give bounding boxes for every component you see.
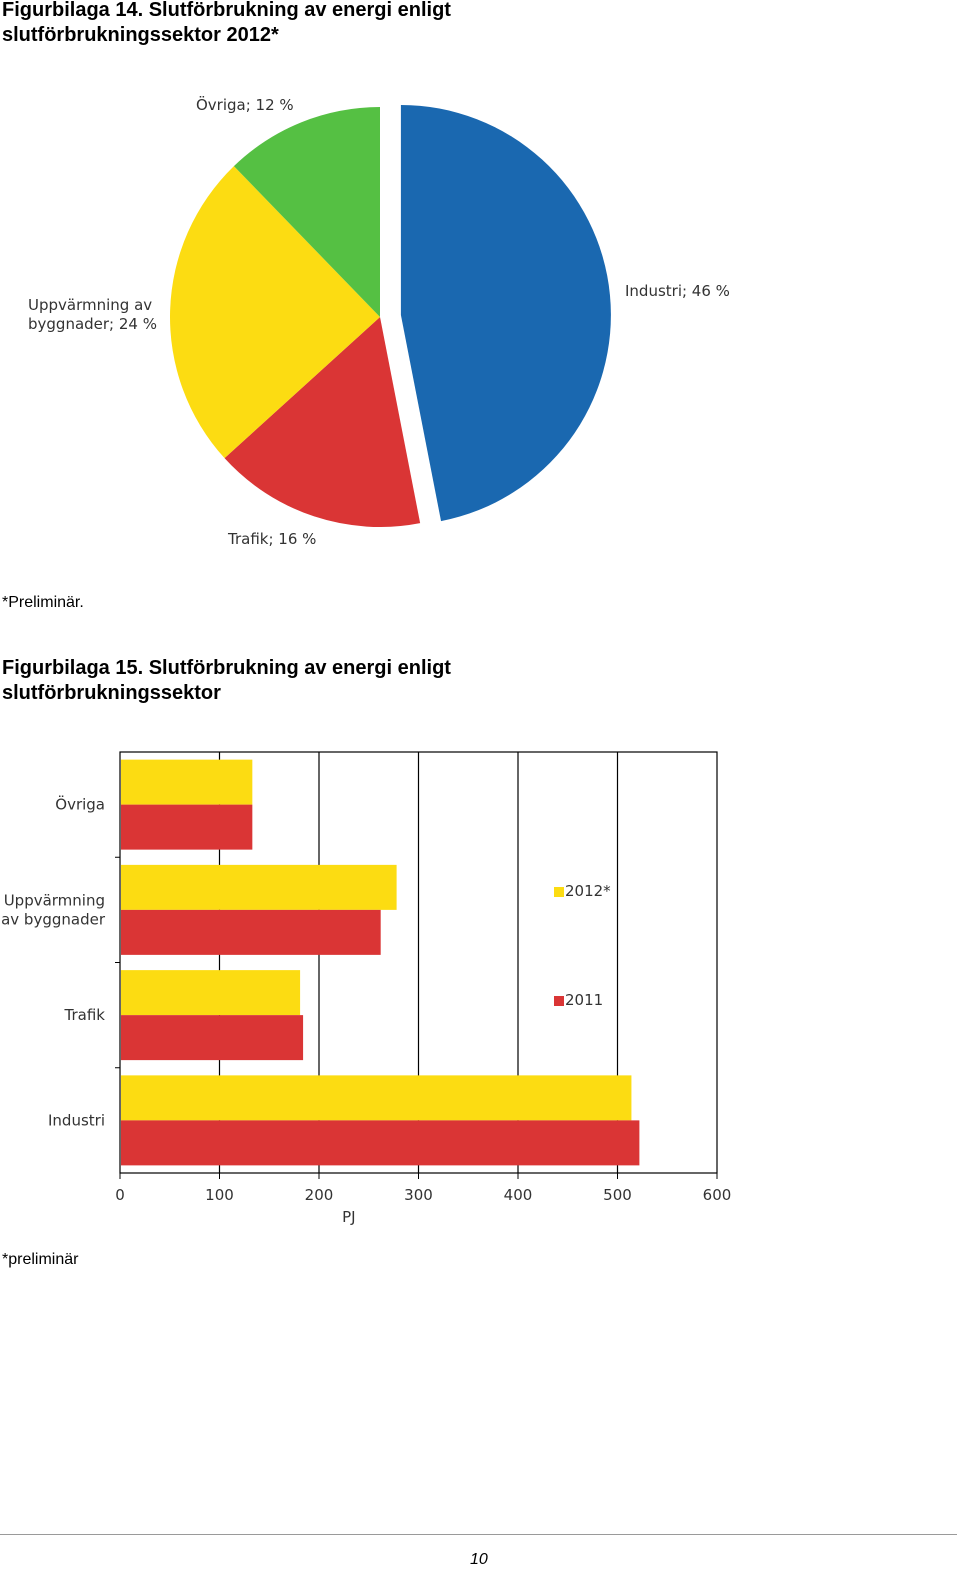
page-number: 10 — [470, 1551, 488, 1568]
legend-label-2012: 2012* — [565, 882, 611, 900]
category-label-ovriga: Övriga — [55, 795, 105, 814]
pie-label-trafik: Trafik; 16 % — [227, 530, 316, 548]
legend-swatch-2011 — [554, 996, 564, 1006]
bar-uppvarmning-av-byggnader-2011 — [121, 909, 381, 955]
figure-15-note: *preliminär — [2, 1251, 79, 1268]
figure-14-title-line1: Figurbilaga 14. Slutförbrukning av energ… — [2, 0, 451, 21]
footer-divider — [0, 1534, 957, 1535]
legend-label-2011: 2011 — [565, 991, 603, 1009]
legend-swatch-2012 — [554, 887, 564, 897]
x-tick-label-200: 200 — [305, 1186, 334, 1204]
pie-label-ovriga: Övriga; 12 % — [196, 95, 294, 114]
x-axis-label: PJ — [342, 1208, 355, 1226]
x-tick-label-100: 100 — [205, 1186, 234, 1204]
bar-ovriga-2012 — [121, 759, 253, 805]
bar-trafik-2012 — [121, 970, 301, 1016]
figure-15-title-line1: Figurbilaga 15. Slutförbrukning av energ… — [2, 657, 451, 679]
x-tick-label-300: 300 — [404, 1186, 433, 1204]
bar-industri-2012 — [121, 1075, 632, 1121]
bar-chart: 0 100 200 300 400 500 600 PJ Övriga Uppvärmning av… — [1, 751, 732, 1226]
bar-industri-2011 — [121, 1120, 640, 1166]
figure-15-title: Figurbilaga 15. Slutförbrukning av energ… — [2, 656, 451, 706]
pie-chart: Industri; 46 % Trafik; 16 % Uppvärmning av… — [28, 95, 730, 548]
category-label-trafik: Trafik — [64, 1006, 106, 1024]
bar-trafik-2011 — [121, 1015, 304, 1061]
figure-14-note: *Preliminär. — [2, 594, 84, 611]
pie-slice-trafik — [224, 317, 421, 527]
pie-slice-uppvarmning-av-byggnader — [169, 166, 380, 459]
pie-label-uppvarmning-av-byggnader: Uppvärmning av byggnader; 24 % — [28, 296, 157, 333]
x-tick-label-600: 600 — [703, 1186, 732, 1204]
x-tick-label-400: 400 — [504, 1186, 533, 1204]
category-label-industri: Industri — [48, 1111, 105, 1129]
bar-ovriga-2011 — [121, 804, 253, 850]
figure-14-title: Figurbilaga 14. Slutförbrukning av energ… — [2, 0, 451, 48]
category-label-uppvarmning-av-byggnader: Uppvärmning av byggnader — [1, 891, 106, 928]
figure-15-title-line2: slutförbrukningssektor — [2, 682, 221, 704]
x-tick-label-0: 0 — [115, 1186, 125, 1204]
pie-label-industri: Industri; 46 % — [625, 282, 730, 300]
pie-slice-ovriga — [233, 107, 380, 317]
x-tick-label-500: 500 — [603, 1186, 632, 1204]
figure-14-title-line2: slutförbrukningssektor 2012* — [2, 24, 279, 46]
bar-uppvarmning-av-byggnader-2012 — [121, 864, 397, 910]
pie-slice-industri — [400, 104, 611, 522]
